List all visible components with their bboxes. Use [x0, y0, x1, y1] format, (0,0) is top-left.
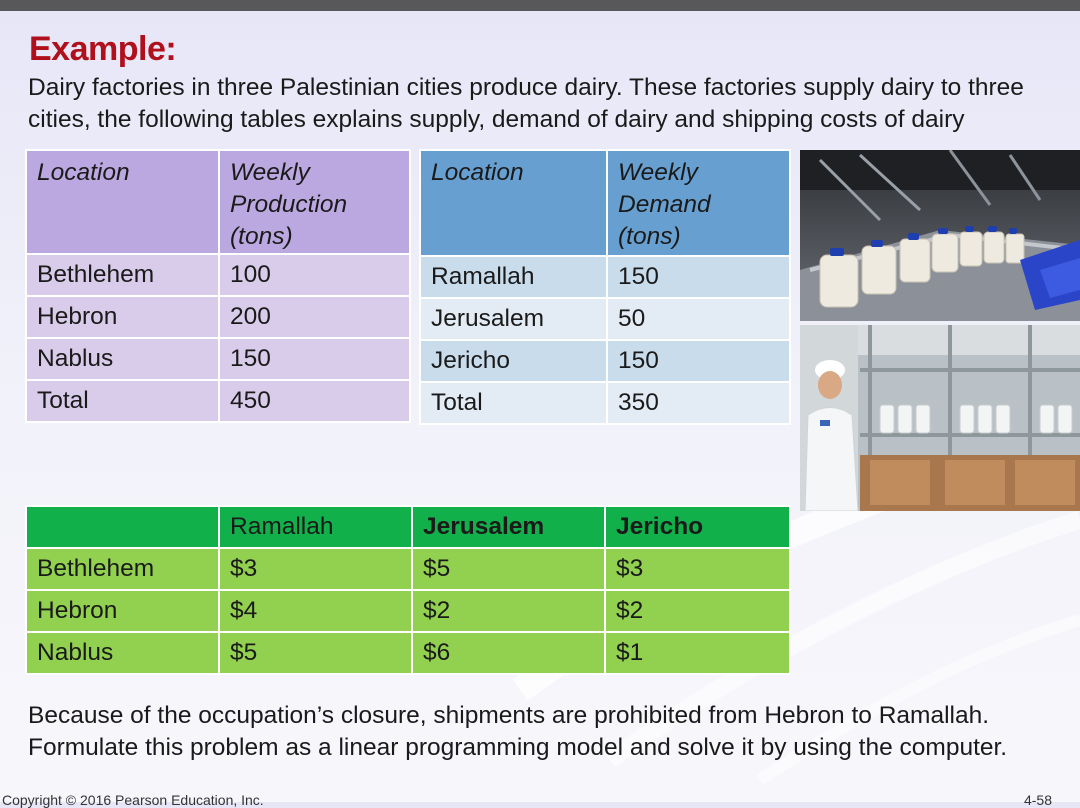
table-cell: 200 [218, 295, 411, 339]
table-cell: $1 [604, 631, 791, 675]
table-cell: Ramallah [419, 255, 608, 299]
intro-text: Dairy factories in three Palestinian cit… [28, 74, 1024, 133]
header-cell: Jericho [604, 505, 791, 549]
header-cell: Location [25, 149, 220, 255]
header-cell: Location [419, 149, 608, 257]
worker-inspecting-bottles-photo [800, 325, 1080, 511]
table-cell: Hebron [25, 589, 220, 633]
header-text: Weekly Demand (tons) [618, 159, 711, 250]
table-row: Nablus $5 $6 $1 [25, 631, 791, 675]
table-cell: Jericho [419, 339, 608, 383]
table-cell: 50 [606, 297, 791, 341]
header-text: Location [37, 159, 130, 186]
table-row: Total 350 [419, 381, 791, 425]
header-cell: Jerusalem [411, 505, 606, 549]
header-cell [25, 505, 220, 549]
table-cell: Bethlehem [25, 253, 220, 297]
table-row: Hebron $4 $2 $2 [25, 589, 791, 633]
table-cell: Jerusalem [419, 297, 608, 341]
table-cell: 100 [218, 253, 411, 297]
table-cell: 150 [606, 339, 791, 383]
table-cell: $5 [411, 547, 606, 591]
table-cell: Nablus [25, 337, 220, 381]
table-cell: $6 [411, 631, 606, 675]
table-row: Bethlehem $3 $5 $3 [25, 547, 791, 591]
table-cell: 150 [218, 337, 411, 381]
table-cell: $2 [604, 589, 791, 633]
table-cell: $5 [218, 631, 413, 675]
table-cell: Total [419, 381, 608, 425]
table-cell: $3 [218, 547, 413, 591]
table-header-row: Location Weekly Demand (tons) [419, 149, 791, 257]
table-cell: Nablus [25, 631, 220, 675]
table-cell: 350 [606, 381, 791, 425]
problem-statement: Because of the occupation’s closure, shi… [28, 702, 1008, 761]
table-cell: $2 [411, 589, 606, 633]
header-text: Weekly Production (tons) [230, 159, 348, 250]
header-text: Location [431, 159, 524, 186]
table-row: Bethlehem 100 [25, 253, 411, 297]
shipping-cost-table: Ramallah Jerusalem Jericho Bethlehem $3 … [25, 505, 791, 675]
table-cell: 450 [218, 379, 411, 423]
table-header-row: Ramallah Jerusalem Jericho [25, 505, 791, 549]
table-row: Jericho 150 [419, 339, 791, 383]
slide-number: 4-58 [1023, 792, 1052, 808]
slide-title: Example: [29, 30, 177, 68]
table-row: Hebron 200 [25, 295, 411, 339]
header-cell: Weekly Production (tons) [218, 149, 411, 255]
table-row: Jerusalem 50 [419, 297, 791, 341]
table-header-row: Location Weekly Production (tons) [25, 149, 411, 255]
copyright-footer: Copyright © 2016 Pearson Education, Inc. [2, 792, 264, 808]
table-cell: $4 [218, 589, 413, 633]
table-cell: $3 [604, 547, 791, 591]
table-cell: Hebron [25, 295, 220, 339]
table-row: Total 450 [25, 379, 411, 423]
header-cell: Ramallah [218, 505, 413, 549]
supply-table: Location Weekly Production (tons) Bethle… [25, 149, 411, 423]
table-cell: Total [25, 379, 220, 423]
table-row: Ramallah 150 [419, 255, 791, 299]
header-cell: Weekly Demand (tons) [606, 149, 791, 257]
table-row: Nablus 150 [25, 337, 411, 381]
top-bar [0, 0, 1080, 11]
table-cell: Bethlehem [25, 547, 220, 591]
milk-bottling-line-photo [800, 150, 1080, 321]
demand-table: Location Weekly Demand (tons) Ramallah 1… [419, 149, 791, 425]
table-cell: 150 [606, 255, 791, 299]
